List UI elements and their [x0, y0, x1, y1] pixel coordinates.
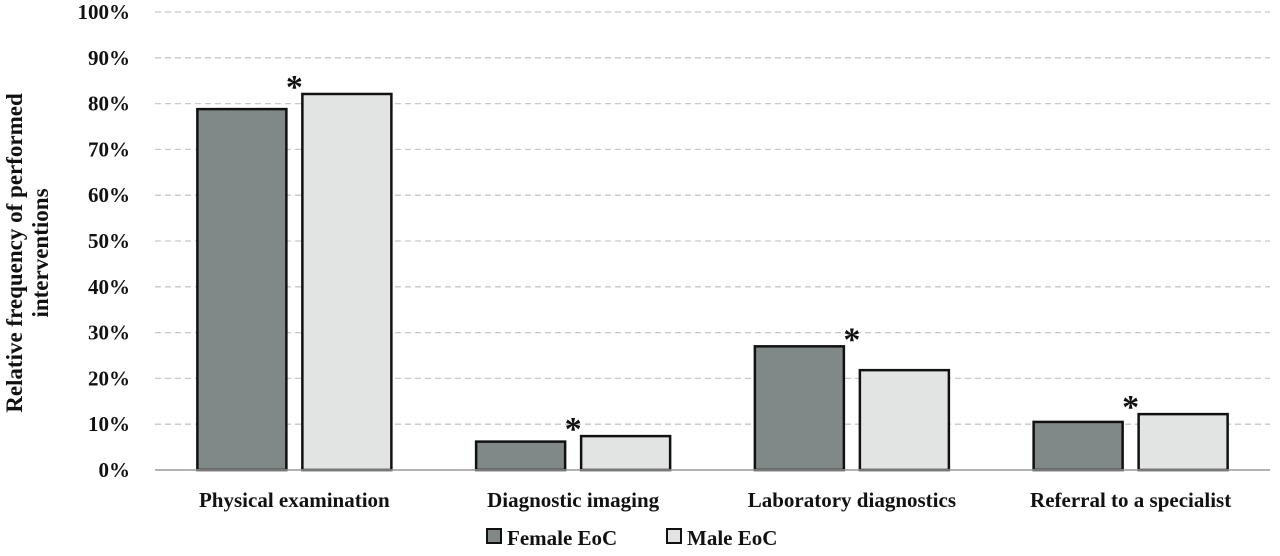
y-tick-label: 100% — [78, 0, 131, 24]
significance-asterisk: * — [565, 411, 582, 448]
bar-female-eoc — [1032, 420, 1124, 472]
legend-swatch — [666, 528, 682, 544]
y-tick-label: 70% — [88, 137, 130, 161]
bar-male-eoc — [579, 434, 672, 472]
y-tick-label: 0% — [99, 458, 131, 482]
y-tick-label: 10% — [88, 412, 130, 436]
y-tick-label: 50% — [88, 229, 130, 253]
y-tick-label: 80% — [88, 92, 130, 116]
legend: Female EoC Male EoC — [486, 526, 777, 550]
significance-asterisk: * — [1122, 389, 1139, 426]
significance-asterisk: * — [286, 69, 303, 106]
significance-asterisk: * — [843, 321, 860, 358]
x-category-label: Physical examination — [199, 488, 390, 512]
y-axis-ticks: 0% 10% 20% 30% 40% 50% 60% 70% 80% 90% 100% — [78, 0, 131, 482]
bar-male-eoc — [301, 92, 393, 472]
legend-label: Male EoC — [687, 526, 777, 550]
bars — [196, 92, 1229, 472]
bar-male-eoc — [1137, 412, 1229, 472]
y-tick-label: 30% — [88, 321, 130, 345]
x-category-label: Laboratory diagnostics — [748, 488, 956, 512]
legend-swatch — [486, 528, 502, 544]
x-category-label: Diagnostic imaging — [487, 488, 660, 512]
x-axis-category-labels: Physical examination Diagnostic imaging La… — [199, 488, 1231, 512]
y-tick-label: 60% — [88, 183, 130, 207]
y-tick-label: 90% — [88, 46, 130, 70]
y-axis-label-line: interventions — [28, 188, 53, 317]
legend-label: Female EoC — [507, 526, 617, 550]
bar-female-eoc — [196, 107, 288, 472]
y-tick-label: 40% — [88, 275, 130, 299]
bar-male-eoc — [858, 368, 951, 472]
y-axis-label-line: Relative frequency of performed — [2, 93, 27, 413]
bar-female-eoc — [753, 345, 846, 472]
bar-female-eoc — [474, 440, 567, 472]
x-category-label: Referral to a specialist — [1030, 488, 1231, 512]
y-axis-label: Relative frequency of performedintervent… — [2, 93, 53, 413]
significance-markers: * * * * — [286, 69, 1139, 448]
y-tick-label: 20% — [88, 366, 130, 390]
